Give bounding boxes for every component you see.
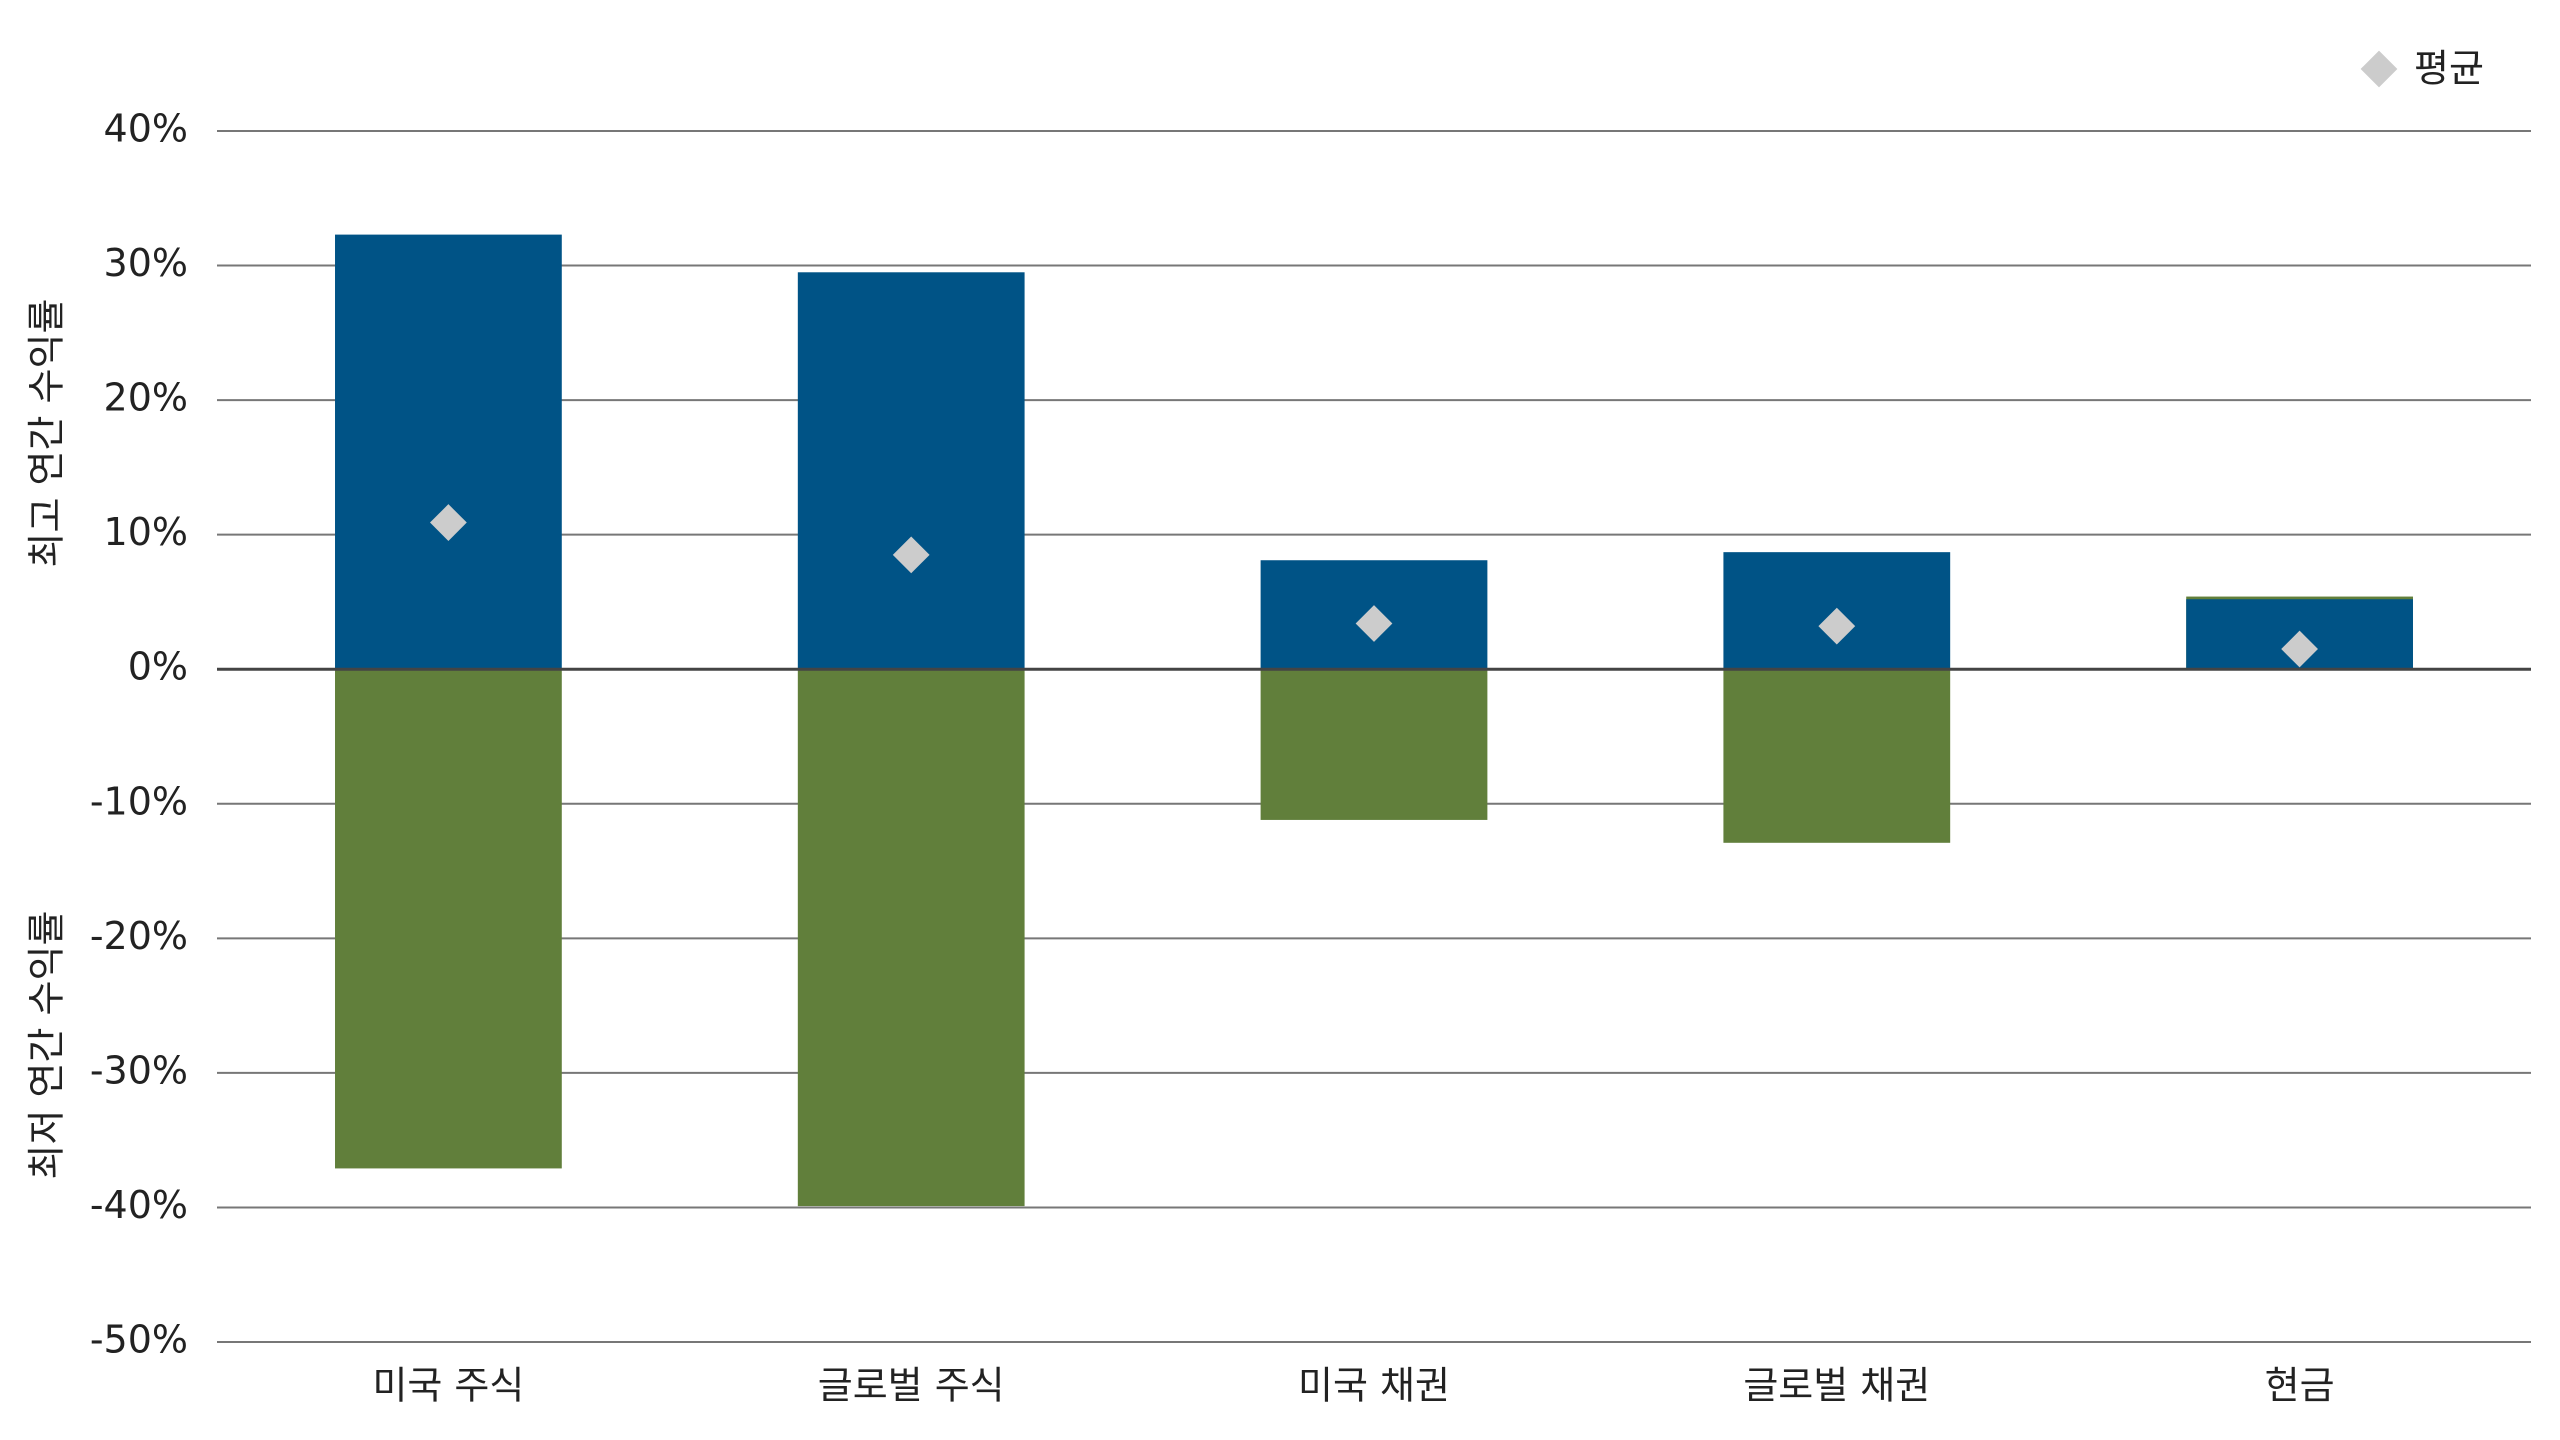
bar (797, 272, 1025, 670)
x-tick-label: 미국 채권 (1298, 1364, 1450, 1408)
y-tick-label: -50% (90, 1318, 188, 1362)
bar (797, 669, 1025, 1207)
bar (335, 669, 562, 1169)
y-tick-label: 10% (104, 510, 188, 554)
y-tick-label: 20% (104, 376, 188, 420)
y-tick-label: 0% (128, 645, 188, 689)
legend-label: 평균 (2414, 47, 2484, 91)
bar (1260, 669, 1488, 820)
y-axis-title: 최저 연간 수익률 (25, 911, 69, 1180)
average-marker (2281, 630, 2318, 668)
x-tick-label: 미국 주식 (372, 1364, 524, 1408)
y-tick-label: -20% (90, 914, 188, 958)
average-marker (430, 504, 467, 541)
bar (1723, 669, 1951, 843)
y-tick-label: 30% (104, 241, 188, 285)
bar (335, 234, 562, 670)
x-tick-label: 글로벌 채권 (1743, 1364, 1930, 1408)
y-tick-label: -10% (90, 779, 188, 823)
average-marker (892, 536, 930, 574)
y-tick-label: -40% (90, 1183, 188, 1227)
y-axis-title: 최고 연간 수익률 (25, 299, 69, 568)
y-tick-label: -30% (90, 1048, 188, 1092)
average-marker (1818, 607, 1856, 645)
y-tick-label: 40% (104, 107, 188, 151)
legend-marker (2360, 50, 2398, 88)
x-tick-label: 글로벌 주식 (818, 1364, 1005, 1408)
average-marker (1355, 605, 1393, 642)
x-tick-label: 현금 (2265, 1364, 2335, 1408)
